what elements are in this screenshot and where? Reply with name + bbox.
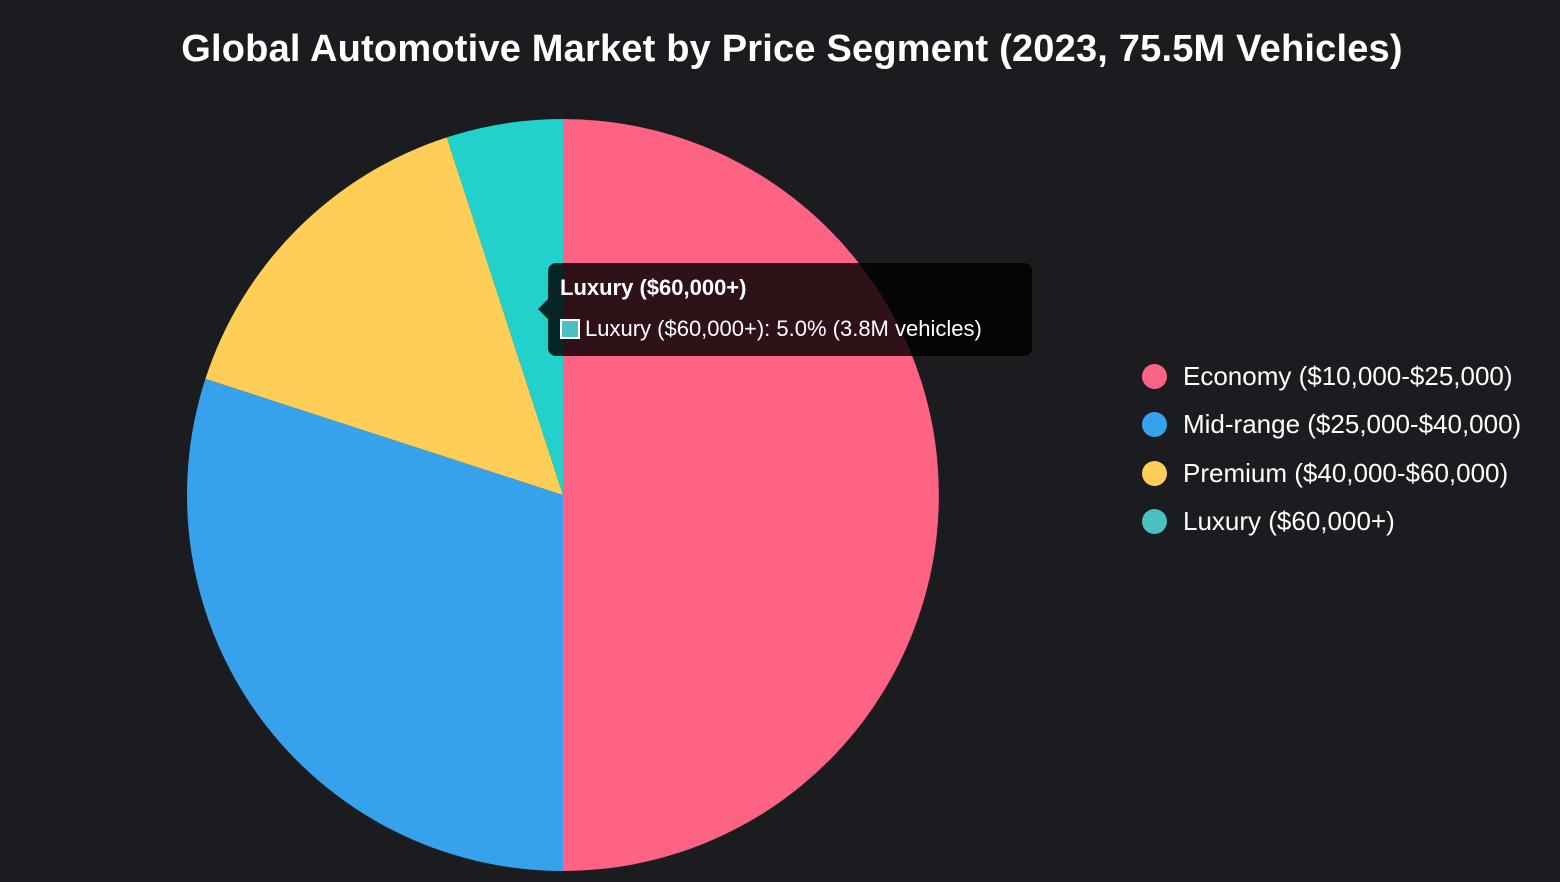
chart-tooltip: Luxury ($60,000+) Luxury ($60,000+): 5.0… (538, 263, 1032, 356)
tooltip-title: Luxury ($60,000+) (560, 275, 747, 300)
legend-swatch (1142, 412, 1167, 438)
chart-legend: Economy ($10,000-$25,000) Mid-range ($25… (1142, 352, 1521, 546)
tooltip-body: Luxury ($60,000+): 5.0% (3.8M vehicles) (560, 314, 1020, 344)
legend-label: Mid-range ($25,000-$40,000) (1183, 409, 1522, 440)
pie-slice-luxury[interactable] (446, 119, 563, 495)
legend-swatch (1142, 460, 1167, 486)
legend-label: Economy ($10,000-$25,000) (1183, 360, 1513, 391)
legend-item-premium[interactable]: Premium ($40,000-$60,000) (1142, 449, 1521, 498)
chart-title: Global Automotive Market by Price Segmen… (181, 28, 1403, 70)
tooltip-label: Luxury ($60,000+): 5.0% (3.8M vehicles) (585, 316, 982, 341)
tooltip-color-swatch (560, 319, 580, 339)
legend-swatch (1142, 509, 1167, 535)
legend-item-economy[interactable]: Economy ($10,000-$25,000) (1142, 352, 1521, 401)
pie-slice-mid-range[interactable] (187, 378, 563, 871)
legend-label: Premium ($40,000-$60,000) (1183, 457, 1509, 488)
pie-slice-economy[interactable] (563, 119, 939, 871)
legend-swatch (1142, 363, 1167, 389)
legend-label: Luxury ($60,000+) (1183, 506, 1395, 537)
pie-slice-premium[interactable] (205, 137, 563, 495)
legend-item-luxury[interactable]: Luxury ($60,000+) (1142, 498, 1521, 547)
legend-item-mid-range[interactable]: Mid-range ($25,000-$40,000) (1142, 401, 1521, 450)
